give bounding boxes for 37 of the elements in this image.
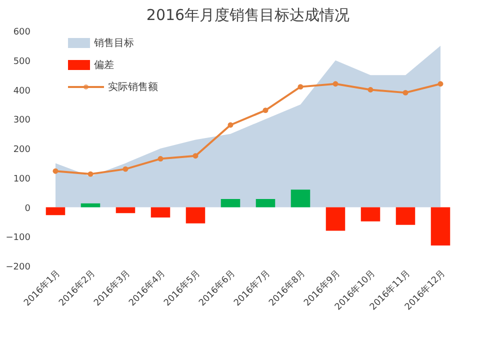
bar [326, 207, 346, 231]
point [228, 122, 234, 128]
point [332, 81, 338, 87]
y-tick-label: −100 [6, 233, 31, 244]
bar [360, 207, 380, 222]
y-tick-label: 100 [13, 174, 31, 184]
legend-label: 销售目标 [93, 37, 134, 49]
bar [220, 199, 240, 208]
point [438, 81, 444, 87]
legend-label: 偏差 [94, 59, 114, 71]
bar [46, 207, 66, 216]
point [158, 156, 164, 162]
point [298, 84, 304, 90]
point [88, 171, 94, 177]
y-tick-label: 400 [13, 86, 31, 96]
point [262, 108, 268, 114]
point [52, 168, 58, 174]
y-tick-label: −200 [6, 262, 31, 272]
y-tick-label: 600 [13, 28, 31, 38]
point [402, 90, 408, 96]
point [192, 153, 198, 159]
bar [116, 207, 136, 214]
y-tick-label: 200 [13, 145, 31, 155]
y-tick-label: 300 [13, 116, 31, 126]
y-tick-label: 0 [24, 204, 31, 214]
legend-label: 实际销售额 [108, 81, 158, 93]
bar [186, 207, 206, 224]
bar [150, 207, 170, 218]
point [368, 87, 374, 92]
bar [80, 203, 100, 208]
bar [430, 207, 450, 246]
y-tick-label: 500 [13, 56, 31, 67]
point [122, 166, 128, 172]
chart-title: 2016年月度销售目标达成情况 [146, 6, 350, 24]
bar [256, 199, 276, 208]
bar [396, 207, 416, 225]
bar [290, 190, 310, 208]
